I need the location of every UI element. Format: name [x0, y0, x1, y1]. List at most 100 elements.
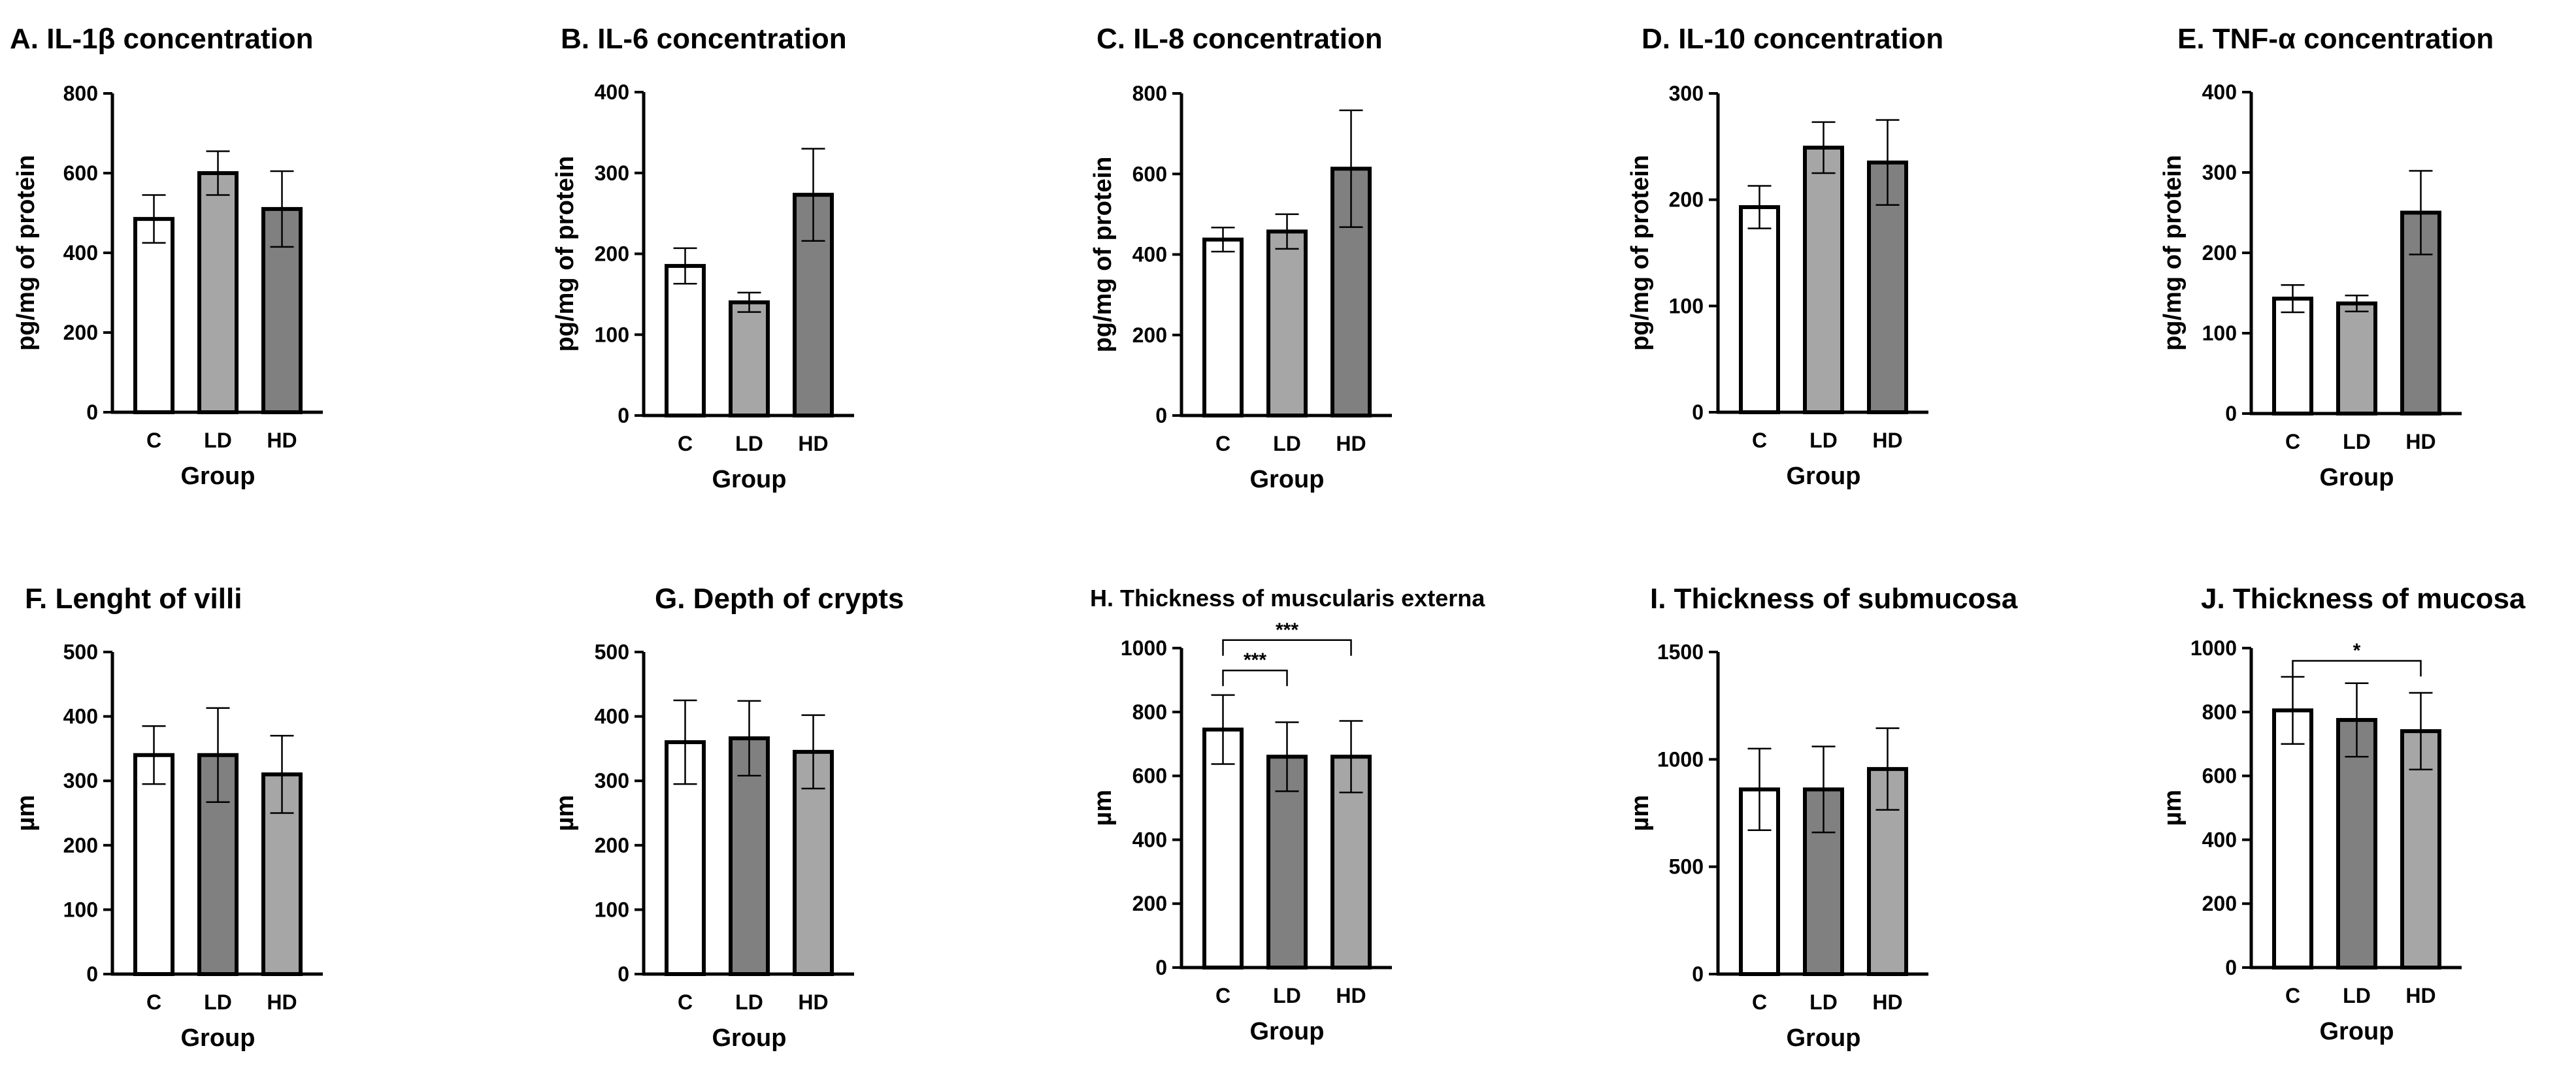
- x-axis-title: Group: [1787, 463, 1861, 490]
- y-tick-label: 0: [1692, 400, 1704, 424]
- y-tick-label: 200: [63, 321, 98, 344]
- x-tick-label: LD: [735, 432, 763, 455]
- bar-c: [133, 217, 174, 414]
- error-bar: [1747, 747, 1772, 832]
- error-bar: [1747, 185, 1772, 229]
- y-tick-label: 300: [2202, 161, 2237, 184]
- bar-ld: [2336, 301, 2377, 416]
- bar-c: [2272, 708, 2313, 970]
- error-bar: [206, 707, 230, 803]
- error-bar: [737, 700, 761, 777]
- y-tick-label: 400: [2202, 80, 2237, 104]
- y-axis-title: µm: [552, 795, 579, 832]
- y-tick-label: 200: [595, 834, 629, 857]
- y-axis-title: pg/mg of protein: [2159, 155, 2187, 351]
- x-tick-label: LD: [1809, 429, 1838, 452]
- y-tick-label: 1000: [1121, 636, 1167, 660]
- y-tick-label: 400: [2202, 828, 2237, 851]
- significance-label: ***: [1276, 619, 1298, 641]
- chart-panel-10: J. Thickness of mucosa 0 200 400 600 800 1000 µ…: [2159, 583, 2526, 1045]
- x-tick-label: LD: [1809, 990, 1838, 1014]
- error-bar: [1875, 119, 1900, 206]
- error-bar: [2281, 284, 2305, 314]
- x-tick-label: C: [2285, 430, 2300, 453]
- y-tick-label: 200: [63, 834, 98, 857]
- chart-panel-7: G. Depth of crypts 0 100 200 300 400 500 µm C LD H…: [552, 583, 904, 1052]
- y-tick-label: 100: [1669, 294, 1704, 318]
- x-tick-label: HD: [267, 990, 297, 1014]
- error-bar: [737, 291, 761, 313]
- bar-c: [665, 740, 706, 977]
- x-tick-label: C: [2285, 984, 2300, 1007]
- y-tick-label: 100: [595, 323, 629, 346]
- x-tick-label: HD: [1872, 429, 1902, 452]
- bar-c: [2272, 297, 2313, 416]
- x-tick-label: LD: [1273, 984, 1301, 1007]
- y-tick-label: 1000: [1657, 747, 1704, 771]
- y-tick-label: 200: [1132, 323, 1167, 347]
- x-tick-label: LD: [204, 429, 232, 452]
- x-axis-title: Group: [1250, 466, 1325, 493]
- chart-title: B. IL-6 concentration: [561, 23, 847, 55]
- error-bar: [142, 725, 166, 785]
- y-tick-label: 400: [63, 705, 98, 728]
- y-axis-title: µm: [12, 795, 40, 832]
- y-tick-label: 500: [1669, 855, 1704, 879]
- y-tick-label: 300: [1669, 82, 1704, 105]
- y-tick-label: 800: [63, 82, 98, 105]
- y-tick-label: 0: [2225, 956, 2237, 979]
- error-bar: [801, 714, 825, 790]
- bar-c: [133, 753, 174, 976]
- chart-panel-4: D. IL-10 concentration 0 100 200 300 pg/mg of…: [1627, 23, 1943, 490]
- chart-title: G. Depth of crypts: [655, 583, 904, 615]
- error-bar: [2345, 682, 2369, 758]
- error-bar: [270, 734, 294, 814]
- x-tick-label: C: [1215, 984, 1230, 1007]
- x-axis-title: Group: [181, 463, 256, 490]
- x-tick-label: LD: [1273, 432, 1301, 455]
- chart-title: D. IL-10 concentration: [1642, 23, 1943, 55]
- error-bar: [1211, 226, 1235, 253]
- y-axis-title: pg/mg of protein: [12, 155, 40, 351]
- y-tick-label: 0: [1692, 962, 1704, 986]
- x-tick-label: HD: [1336, 984, 1366, 1007]
- y-axis-title: pg/mg of protein: [1627, 155, 1654, 351]
- error-bar: [673, 247, 697, 285]
- chart-title: C. IL-8 concentration: [1097, 23, 1383, 55]
- y-tick-label: 300: [595, 769, 629, 792]
- error-bar: [1811, 745, 1836, 834]
- bar-ld: [1266, 229, 1308, 417]
- x-tick-label: C: [146, 990, 161, 1014]
- error-bar: [1811, 121, 1836, 174]
- x-axis-title: Group: [712, 466, 787, 493]
- y-tick-label: 400: [595, 80, 629, 104]
- error-bar: [2281, 676, 2305, 745]
- y-tick-label: 400: [1132, 243, 1167, 267]
- chart-panel-8: H. Thickness of muscularis externa 0 200 40…: [1089, 585, 1485, 1045]
- bar-c: [1202, 237, 1244, 417]
- y-tick-label: 500: [595, 640, 629, 664]
- x-tick-label: HD: [1336, 432, 1366, 455]
- bar-ld: [2336, 718, 2377, 970]
- error-bar: [270, 170, 294, 248]
- x-tick-label: HD: [2405, 430, 2436, 453]
- error-bar: [1211, 694, 1235, 765]
- y-tick-label: 200: [1669, 188, 1704, 212]
- x-axis-title: Group: [2320, 464, 2394, 491]
- y-tick-label: 600: [2202, 764, 2237, 788]
- bar-c: [1202, 727, 1244, 970]
- x-tick-label: C: [678, 990, 693, 1014]
- y-axis-title: pg/mg of protein: [552, 156, 579, 352]
- error-bar: [142, 194, 166, 244]
- chart-panel-6: F. Lenght of villi 0 100 200 300 400 500 µm C LD H…: [12, 583, 323, 1052]
- significance-label: ***: [1244, 649, 1266, 671]
- significance-bracket: ***: [1222, 649, 1288, 687]
- chart-panel-9: I. Thickness of submucosa 0 500 1000 1500 µm C…: [1627, 583, 2018, 1052]
- y-axis-title: µm: [2159, 790, 2187, 826]
- bar-ld: [729, 736, 770, 977]
- chart-title: A. IL-1β concentration: [10, 23, 313, 55]
- y-tick-label: 200: [595, 242, 629, 266]
- bar-c: [1739, 205, 1780, 414]
- y-tick-label: 0: [86, 962, 98, 986]
